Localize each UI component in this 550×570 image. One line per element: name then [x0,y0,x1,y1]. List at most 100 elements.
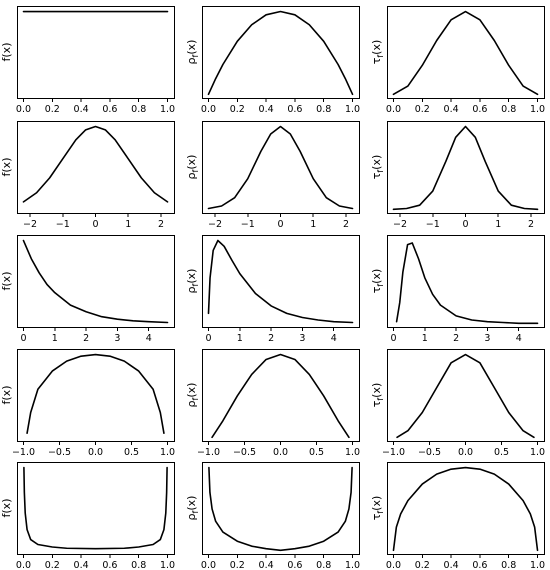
curve-r3c2-0 [396,353,535,439]
xtick-label-r4c2-0: 0.0 [386,560,401,570]
curve-r2c2-0 [395,242,539,325]
xtick-label-r1c1-1: −1 [241,219,255,230]
xtick-label-r3c2-3: 0.5 [494,447,509,458]
ylabel-r0c1: ρf(x) [185,40,200,65]
axes-frame-r1c1 [202,121,360,214]
xtick-label-r1c2-2: 0 [462,219,468,230]
xtick-label-r4c1-2: 0.4 [259,560,274,570]
subplot-r4c1: 0.0 0.2 0.4 0.6 0.8 1.0 ρf(x) [185,462,360,570]
xtick-label-r1c0-2: 0 [92,219,98,230]
subplot-r4c2: 0.0 0.2 0.4 0.6 0.8 1.0 τf(x) [370,462,545,570]
axes-frame-r4c2 [387,462,545,555]
xtick-label-r1c1-2: 0 [277,219,283,230]
subplot-r2c2: 0 1 2 3 4 τf(x) [370,235,545,344]
xtick-label-r4c0-0: 0.0 [16,560,31,570]
xtick-label-r0c0-4: 0.8 [131,104,146,115]
xtick-label-r0c1-3: 0.6 [287,104,302,115]
subplot-r1c1: −2 −1 0 1 2 ρf(x) [185,121,360,230]
ylabel-r0c2: τf(x) [370,40,385,65]
ylabel-r1c0: f(x) [0,158,13,177]
ylabel-r4c0: f(x) [0,499,13,518]
xtick-label-r2c1-0: 0 [205,333,211,344]
xtick-label-r0c0-5: 1.0 [160,104,175,115]
xtick-label-r1c0-1: −1 [56,219,70,230]
ylabel-r3c1: ρf(x) [185,383,200,408]
xtick-label-r2c1-4: 4 [331,333,337,344]
axes-frame-r0c0 [17,6,175,99]
curve-r4c2-0 [392,466,539,552]
subplot-r1c0: −2 −1 0 1 2 f(x) [0,121,175,230]
subplot-r3c1: −1.0 −0.5 0.0 0.5 1.0 ρf(x) [185,349,360,458]
axes-frame-r4c1 [202,462,360,555]
curve-r4c1-0 [208,466,353,552]
xtick-label-r4c2-3: 0.6 [472,560,487,570]
ylabel-r1c2: τf(x) [370,155,385,180]
xtick-label-r4c0-2: 0.4 [74,560,89,570]
xtick-label-r2c1-1: 1 [237,333,243,344]
xtick-label-r2c2-0: 0 [390,333,396,344]
xtick-label-r4c2-5: 1.0 [530,560,545,570]
subplot-r2c0: 0 1 2 3 4 f(x) [0,235,175,344]
xtick-label-r4c2-2: 0.4 [444,560,459,570]
curve-r0c2-0 [392,10,539,96]
ylabel-r4c2: τf(x) [370,496,385,521]
xtick-label-r2c0-4: 4 [146,333,152,344]
xtick-label-r1c1-0: −2 [208,219,222,230]
xtick-label-r4c0-1: 0.2 [45,560,60,570]
xtick-label-r4c2-4: 0.8 [501,560,516,570]
xtick-label-r0c2-3: 0.6 [472,104,487,115]
xtick-label-r4c1-4: 0.8 [316,560,331,570]
xtick-label-r4c2-1: 0.2 [415,560,430,570]
xtick-label-r1c0-0: −2 [23,219,37,230]
xtick-label-r3c0-3: 0.5 [124,447,139,458]
xtick-label-r1c2-4: 2 [528,219,534,230]
xtick-label-r2c0-3: 3 [114,333,120,344]
xtick-label-r0c0-2: 0.4 [74,104,89,115]
axes-frame-r3c0 [17,349,175,442]
xtick-label-r1c0-3: 1 [125,219,131,230]
xtick-label-r2c0-1: 1 [52,333,58,344]
xtick-label-r0c1-4: 0.8 [316,104,331,115]
xtick-label-r0c0-3: 0.6 [102,104,117,115]
xtick-label-r0c2-4: 0.8 [501,104,516,115]
ylabel-r3c0: f(x) [0,386,13,405]
xtick-label-r0c2-0: 0.0 [386,104,401,115]
xtick-label-r0c2-1: 0.2 [415,104,430,115]
xtick-label-r2c2-4: 4 [516,333,522,344]
subplot-r0c2: 0.0 0.2 0.4 0.6 0.8 1.0 τf(x) [370,6,545,115]
xtick-label-r0c1-2: 0.4 [259,104,274,115]
xtick-label-r1c2-0: −2 [393,219,407,230]
xtick-label-r4c1-5: 1.0 [345,560,360,570]
xtick-label-r4c1-0: 0.0 [201,560,216,570]
xtick-label-r1c1-3: 1 [310,219,316,230]
subplot-r4c0: 0.0 0.2 0.4 0.6 0.8 1.0 f(x) [0,462,175,570]
subplot-r1c2: −2 −1 0 1 2 τf(x) [370,121,545,230]
subplot-r0c1: 0.0 0.2 0.4 0.6 0.8 1.0 ρf(x) [185,6,360,115]
xtick-label-r3c1-1: −0.5 [233,447,256,458]
xtick-label-r1c2-3: 1 [495,219,501,230]
xtick-label-r3c1-3: 0.5 [309,447,324,458]
xtick-label-r1c1-4: 2 [343,219,349,230]
ylabel-r2c2: τf(x) [370,269,385,294]
xtick-label-r3c1-4: 1.0 [345,447,360,458]
xtick-label-r3c0-4: 1.0 [160,447,175,458]
xtick-label-r3c1-2: 0.0 [273,447,288,458]
xtick-label-r4c1-3: 0.6 [287,560,302,570]
xtick-label-r3c2-2: 0.0 [458,447,473,458]
curve-r1c2-0 [392,125,539,211]
ylabel-r2c0: f(x) [0,272,13,291]
subplot-r2c1: 0 1 2 3 4 ρf(x) [185,235,360,344]
curve-r1c1-0 [207,125,354,210]
subplot-r3c2: −1.0 −0.5 0.0 0.5 1.0 τf(x) [370,349,545,458]
curve-r4c0-0 [23,466,168,550]
ylabel-r2c1: ρf(x) [185,269,200,294]
ylabel-r0c0: f(x) [0,43,13,62]
xtick-label-r2c1-3: 3 [299,333,305,344]
xtick-label-r4c0-3: 0.6 [102,560,117,570]
xtick-label-r0c1-1: 0.2 [230,104,245,115]
xtick-label-r2c0-0: 0 [20,333,26,344]
ylabel-r4c1: ρf(x) [185,496,200,521]
curve-r3c0-0 [26,353,165,434]
axes-frame-r1c2 [387,121,545,214]
